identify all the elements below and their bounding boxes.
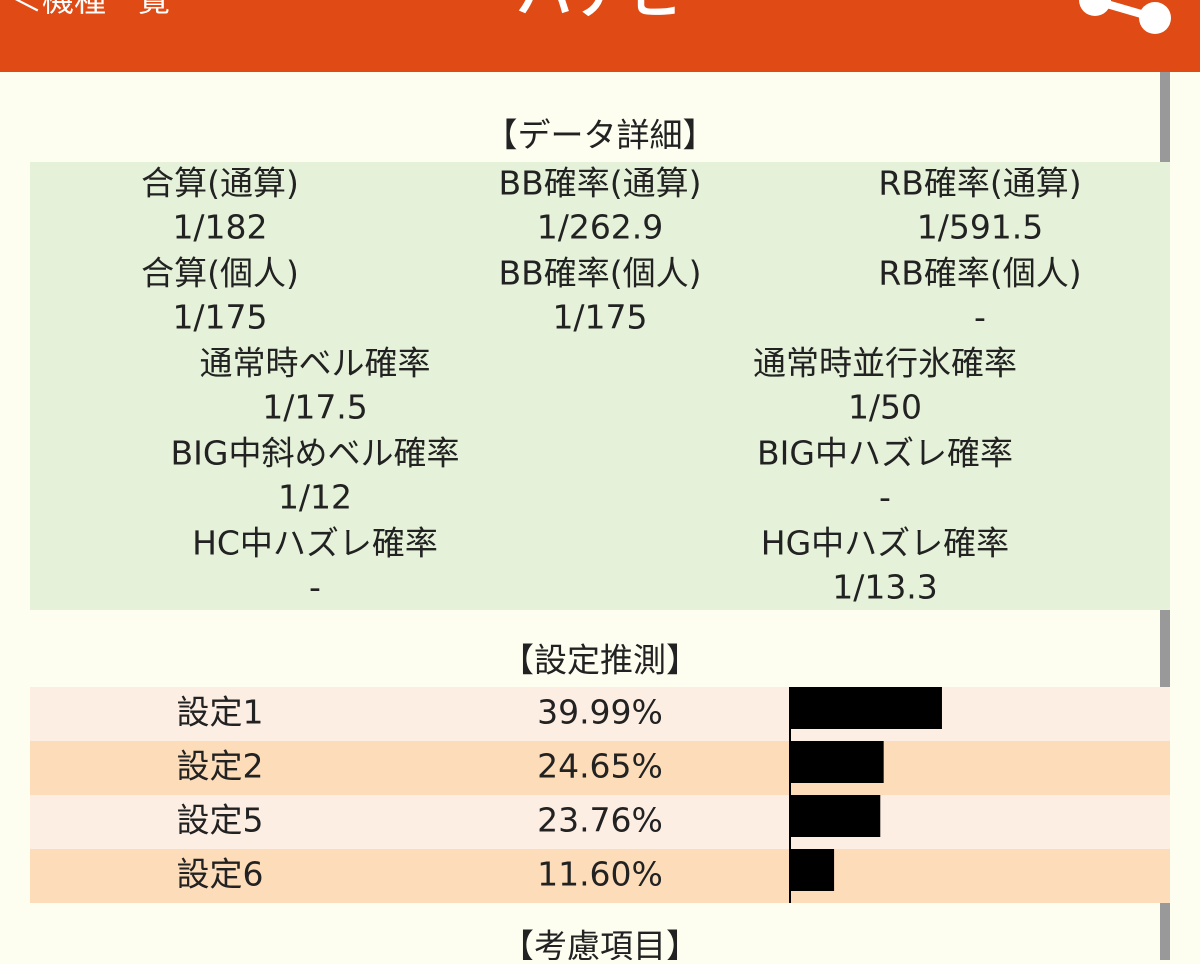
probability-bar [790, 741, 884, 783]
stat-value: 1/182 [172, 208, 267, 247]
back-button[interactable]: ＜機種一覧 [10, 0, 170, 19]
stat-value: 1/12 [278, 478, 352, 517]
stat-value: 1/175 [552, 298, 647, 337]
setting-percent: 23.76% [537, 801, 663, 840]
stat-value: 1/50 [848, 388, 922, 427]
stat-value: - [974, 298, 986, 337]
stat-label: RB確率(個人) [878, 254, 1081, 293]
setting-percent: 39.99% [537, 693, 663, 732]
setting-name: 設定5 [177, 801, 264, 840]
section-title: 【考慮項目】 [501, 927, 699, 961]
stat-label: 合算(個人) [141, 254, 299, 293]
app-title: ハナビ [516, 0, 684, 27]
setting-name: 設定1 [177, 693, 264, 732]
probability-bar [790, 849, 835, 891]
section-title: 【データ詳細】 [485, 116, 716, 155]
setting-percent: 11.60% [537, 855, 663, 894]
stat-value: 1/262.9 [537, 208, 664, 247]
setting-name: 設定6 [177, 855, 264, 894]
stat-value: 1/17.5 [262, 388, 368, 427]
stat-value: 1/591.5 [917, 208, 1044, 247]
stat-label: HC中ハズレ確率 [192, 524, 438, 563]
estimate-row [30, 849, 1170, 903]
stat-label: BIG中ハズレ確率 [757, 434, 1013, 473]
estimate-row [30, 741, 1170, 795]
stat-label: 通常時並行氷確率 [753, 344, 1017, 383]
stat-value: 1/175 [172, 298, 267, 337]
probability-bar [790, 687, 942, 729]
probability-bar [790, 795, 881, 837]
stat-label: BB確率(通算) [498, 164, 701, 203]
detail-panel [30, 162, 1170, 610]
stat-label: BB確率(個人) [498, 254, 701, 293]
stat-label: HG中ハズレ確率 [761, 524, 1009, 563]
setting-percent: 24.65% [537, 747, 663, 786]
stat-label: BIG中斜めベル確率 [171, 434, 460, 473]
stat-label: 通常時ベル確率 [200, 344, 431, 383]
stat-label: 合算(通算) [141, 164, 299, 203]
estimate-row [30, 795, 1170, 849]
stat-value: - [879, 478, 891, 517]
estimate-row [30, 687, 1170, 741]
stat-value: 1/13.3 [832, 568, 938, 607]
stat-label: RB確率(通算) [878, 164, 1081, 203]
section-title: 【設定推測】 [501, 641, 699, 680]
app-bar [0, 0, 1200, 72]
stat-value: - [309, 568, 321, 607]
setting-name: 設定2 [177, 747, 264, 786]
share-icon[interactable] [1079, 0, 1171, 34]
